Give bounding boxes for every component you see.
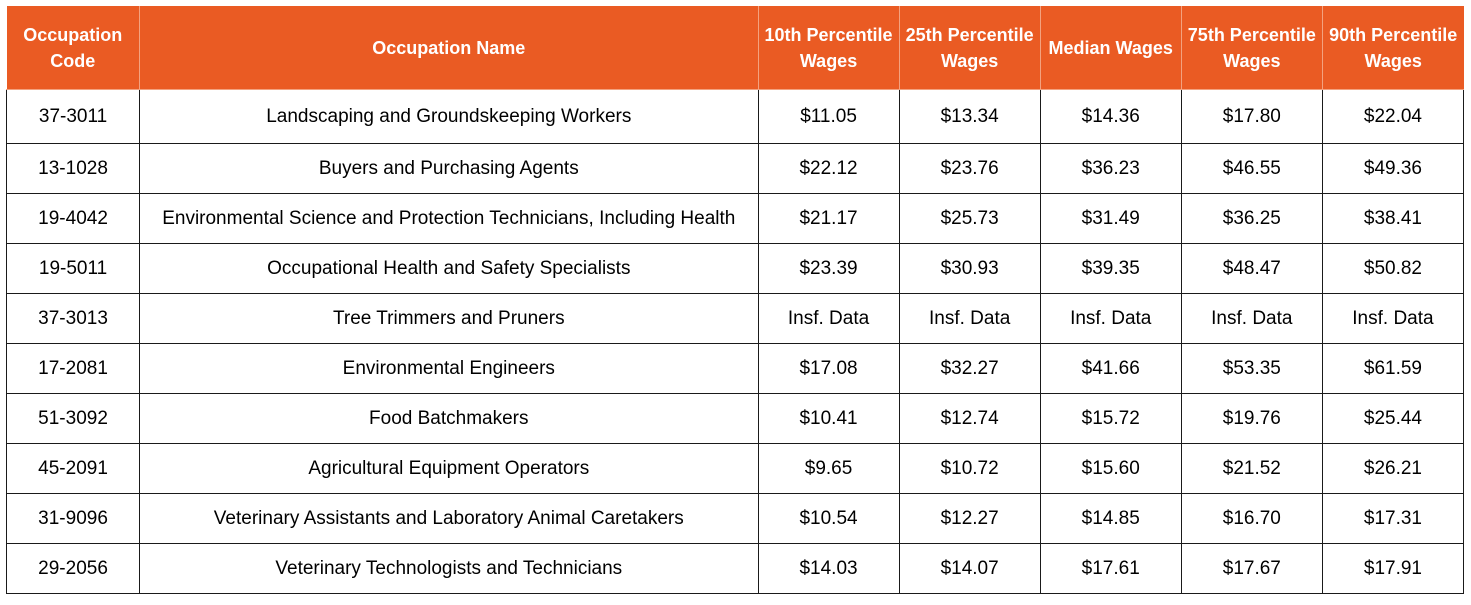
cell-name: Veterinary Technologists and Technicians xyxy=(139,543,759,594)
cell-median: $17.61 xyxy=(1039,543,1182,594)
cell-name: Environmental Science and Protection Tec… xyxy=(139,193,759,244)
cell-10th: $17.08 xyxy=(757,343,900,394)
cell-25th: $12.74 xyxy=(898,393,1041,444)
cell-25th: $12.27 xyxy=(898,493,1041,544)
cell-75th: $46.55 xyxy=(1180,143,1323,194)
cell-name: Food Batchmakers xyxy=(139,393,759,444)
cell-10th: $10.41 xyxy=(757,393,900,444)
cell-25th: $30.93 xyxy=(898,243,1041,294)
cell-75th: $36.25 xyxy=(1180,193,1323,244)
table-row: 29-2056 Veterinary Technologists and Tec… xyxy=(5,543,1465,594)
cell-median: Insf. Data xyxy=(1039,293,1182,344)
cell-75th: $53.35 xyxy=(1180,343,1323,394)
cell-90th: $49.36 xyxy=(1321,143,1465,194)
cell-90th: $17.31 xyxy=(1321,493,1465,544)
cell-10th: Insf. Data xyxy=(757,293,900,344)
cell-90th: $38.41 xyxy=(1321,193,1465,244)
table-body: 37-3011 Landscaping and Groundskeeping W… xyxy=(5,89,1465,594)
cell-25th: $32.27 xyxy=(898,343,1041,394)
header-25th-percentile: 25th Percentile Wages xyxy=(898,6,1041,90)
cell-name: Veterinary Assistants and Laboratory Ani… xyxy=(139,493,759,544)
table-row: 19-4042 Environmental Science and Protec… xyxy=(5,193,1465,244)
cell-25th: $14.07 xyxy=(898,543,1041,594)
cell-90th: Insf. Data xyxy=(1321,293,1465,344)
wage-table: Occupation Code Occupation Name 10th Per… xyxy=(5,6,1465,594)
cell-code: 45-2091 xyxy=(5,443,141,494)
cell-code: 31-9096 xyxy=(5,493,141,544)
cell-75th: $21.52 xyxy=(1180,443,1323,494)
cell-10th: $10.54 xyxy=(757,493,900,544)
cell-median: $39.35 xyxy=(1039,243,1182,294)
cell-code: 37-3013 xyxy=(5,293,141,344)
cell-median: $41.66 xyxy=(1039,343,1182,394)
table-header-row: Occupation Code Occupation Name 10th Per… xyxy=(6,6,1464,90)
table-row: 17-2081 Environmental Engineers $17.08 $… xyxy=(5,343,1465,394)
cell-90th: $17.91 xyxy=(1321,543,1465,594)
header-90th-percentile: 90th Percentile Wages xyxy=(1321,6,1464,90)
cell-code: 29-2056 xyxy=(5,543,141,594)
header-75th-percentile: 75th Percentile Wages xyxy=(1180,6,1323,90)
cell-code: 13-1028 xyxy=(5,143,141,194)
cell-25th: $13.34 xyxy=(898,89,1041,144)
wage-table-container: Occupation Code Occupation Name 10th Per… xyxy=(5,6,1465,594)
header-occupation-code: Occupation Code xyxy=(6,6,141,90)
table-row: 13-1028 Buyers and Purchasing Agents $22… xyxy=(5,143,1465,194)
cell-25th: $23.76 xyxy=(898,143,1041,194)
cell-median: $14.36 xyxy=(1039,89,1182,144)
cell-10th: $14.03 xyxy=(757,543,900,594)
cell-10th: $23.39 xyxy=(757,243,900,294)
cell-90th: $26.21 xyxy=(1321,443,1465,494)
cell-25th: Insf. Data xyxy=(898,293,1041,344)
cell-75th: Insf. Data xyxy=(1180,293,1323,344)
cell-name: Occupational Health and Safety Specialis… xyxy=(139,243,759,294)
cell-code: 19-5011 xyxy=(5,243,141,294)
header-occupation-name: Occupation Name xyxy=(139,6,759,90)
cell-75th: $17.67 xyxy=(1180,543,1323,594)
cell-75th: $16.70 xyxy=(1180,493,1323,544)
cell-median: $31.49 xyxy=(1039,193,1182,244)
cell-10th: $21.17 xyxy=(757,193,900,244)
cell-name: Tree Trimmers and Pruners xyxy=(139,293,759,344)
cell-median: $15.60 xyxy=(1039,443,1182,494)
table-row: 19-5011 Occupational Health and Safety S… xyxy=(5,243,1465,294)
cell-10th: $11.05 xyxy=(757,89,900,144)
cell-75th: $19.76 xyxy=(1180,393,1323,444)
table-row: 37-3011 Landscaping and Groundskeeping W… xyxy=(5,89,1465,144)
cell-90th: $25.44 xyxy=(1321,393,1465,444)
cell-name: Buyers and Purchasing Agents xyxy=(139,143,759,194)
cell-code: 51-3092 xyxy=(5,393,141,444)
cell-90th: $50.82 xyxy=(1321,243,1465,294)
cell-75th: $17.80 xyxy=(1180,89,1323,144)
table-row: 37-3013 Tree Trimmers and Pruners Insf. … xyxy=(5,293,1465,344)
cell-name: Landscaping and Groundskeeping Workers xyxy=(139,89,759,144)
cell-code: 19-4042 xyxy=(5,193,141,244)
cell-code: 17-2081 xyxy=(5,343,141,394)
table-row: 51-3092 Food Batchmakers $10.41 $12.74 $… xyxy=(5,393,1465,444)
cell-name: Environmental Engineers xyxy=(139,343,759,394)
cell-90th: $61.59 xyxy=(1321,343,1465,394)
cell-90th: $22.04 xyxy=(1321,89,1465,144)
cell-median: $14.85 xyxy=(1039,493,1182,544)
cell-75th: $48.47 xyxy=(1180,243,1323,294)
header-median: Median Wages xyxy=(1039,6,1182,90)
table-row: 45-2091 Agricultural Equipment Operators… xyxy=(5,443,1465,494)
cell-10th: $22.12 xyxy=(757,143,900,194)
header-10th-percentile: 10th Percentile Wages xyxy=(757,6,900,90)
cell-name: Agricultural Equipment Operators xyxy=(139,443,759,494)
cell-median: $15.72 xyxy=(1039,393,1182,444)
cell-median: $36.23 xyxy=(1039,143,1182,194)
cell-25th: $25.73 xyxy=(898,193,1041,244)
table-row: 31-9096 Veterinary Assistants and Labora… xyxy=(5,493,1465,544)
cell-25th: $10.72 xyxy=(898,443,1041,494)
cell-code: 37-3011 xyxy=(5,89,141,144)
cell-10th: $9.65 xyxy=(757,443,900,494)
